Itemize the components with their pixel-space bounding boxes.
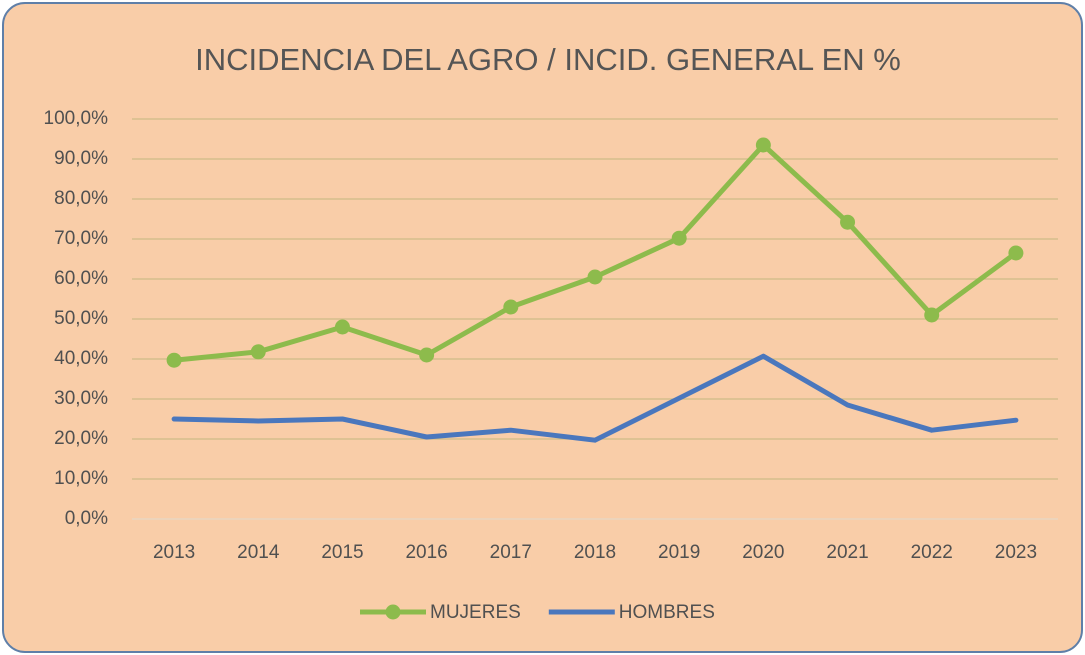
series-marker <box>1008 245 1024 261</box>
series-marker <box>250 344 266 360</box>
chart-title: INCIDENCIA DEL AGRO / INCID. GENERAL EN … <box>195 42 901 77</box>
legend-label: HOMBRES <box>619 602 715 623</box>
series-marker <box>334 319 350 335</box>
x-tick-label: 2018 <box>574 542 616 563</box>
y-tick-label: 60,0% <box>54 268 108 289</box>
x-tick-label: 2019 <box>658 542 700 563</box>
y-tick-label: 20,0% <box>54 428 108 449</box>
y-tick-label: 40,0% <box>54 348 108 369</box>
series-line <box>171 353 1019 443</box>
x-tick-label: 2014 <box>237 542 280 563</box>
y-tick-label: 0,0% <box>65 508 108 529</box>
series-marker <box>166 352 182 368</box>
x-tick-label: 2015 <box>321 542 363 563</box>
series-marker <box>503 299 519 315</box>
series-marker <box>671 230 687 246</box>
x-tick-label: 2022 <box>911 542 953 563</box>
y-tick-label: 30,0% <box>54 388 108 409</box>
series-marker <box>924 307 940 323</box>
y-tick-label: 90,0% <box>54 148 108 169</box>
y-tick-label: 10,0% <box>54 468 108 489</box>
legend-marker <box>385 604 401 620</box>
series-marker <box>419 347 435 363</box>
x-tick-label: 2021 <box>826 542 868 563</box>
y-tick-label: 100,0% <box>44 108 109 129</box>
legend-label: MUJERES <box>430 602 521 623</box>
x-tick-label: 2023 <box>995 542 1037 563</box>
y-tick-label: 80,0% <box>54 188 108 209</box>
x-tick-label: 2016 <box>405 542 447 563</box>
y-tick-label: 70,0% <box>54 228 108 249</box>
series-marker <box>755 137 771 153</box>
series-marker <box>840 214 856 230</box>
x-tick-label: 2020 <box>742 542 784 563</box>
series-marker <box>587 269 603 285</box>
x-tick-label: 2017 <box>490 542 532 563</box>
x-tick-label: 2013 <box>153 542 195 563</box>
y-tick-label: 50,0% <box>54 308 108 329</box>
